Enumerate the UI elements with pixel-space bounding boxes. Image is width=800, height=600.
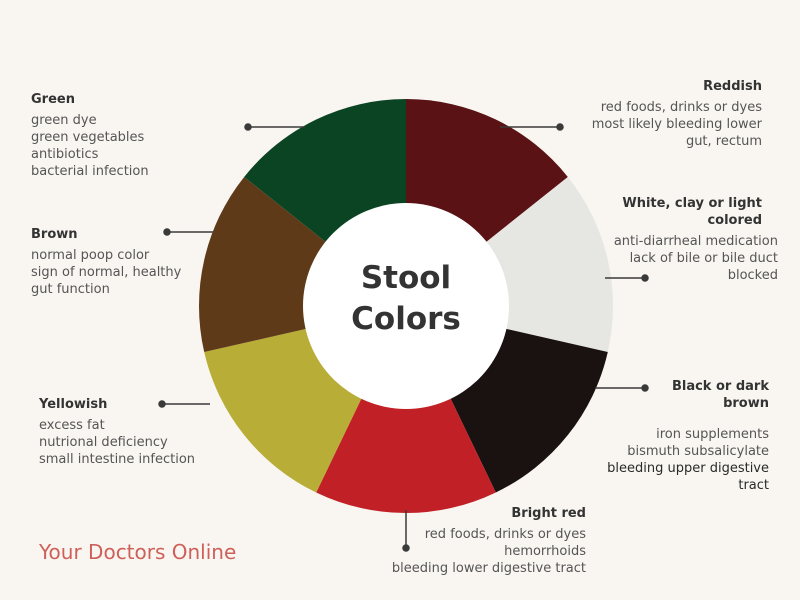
label-line: antibiotics [31,147,99,162]
label-title: Bright red [511,506,586,521]
label-line: gut, rectum [685,134,762,149]
label-line: gut function [31,282,110,297]
label-title: White, clay or light colored [622,196,762,228]
label-line: green vegetables [31,130,145,145]
center-title-line: Stool [360,260,452,296]
label-yellowish: Yellowish excess fat nutrional deficienc… [39,396,195,468]
label-line: tract [738,478,769,493]
label-title: Green [31,92,75,107]
label-white: White, clay or light colored anti-diarrh… [612,195,778,284]
label-brown: Brown normal poop color sign of normal, … [31,226,181,298]
label-black: Black or dark brown iron supplements bis… [607,378,769,494]
label-line: red foods, drinks or dyes [424,527,586,542]
label-title: Brown [31,227,78,242]
label-line: bleeding upper digestive [607,461,769,476]
label-line: most likely bleeding lower [591,117,762,132]
label-title: Reddish [703,79,762,94]
label-line: normal poop color [31,248,150,263]
leader-reddish [500,123,564,131]
label-title: Black or dark brown [671,379,769,411]
label-title: Yellowish [39,397,108,412]
leader-green [244,123,305,131]
segment-bright-red [316,306,496,513]
label-line: red foods, drinks or dyes [600,100,762,115]
label-line: anti-diarrheal medication [613,234,778,249]
center-title-line: Colors [351,301,461,337]
label-bright-red: Bright red red foods, drinks or dyes hem… [392,505,586,577]
leader-black [595,384,649,392]
label-green: Green green dye green vegetables antibio… [31,91,149,180]
label-line: excess fat [39,418,105,433]
leader-white [605,274,649,282]
label-line: lack of bile or bile duct [629,251,778,266]
label-line: nutrional deficiency [39,435,168,450]
brand-logo-text: Your Doctors Online [39,540,237,564]
label-line: blocked [727,268,778,283]
label-line: green dye [31,113,97,128]
label-line: hemorrhoids [504,544,586,559]
leader-yellowish [158,400,210,408]
label-line: bleeding lower digestive tract [391,561,586,576]
leader-brown [163,228,213,236]
label-line: small intestine infection [39,452,196,467]
center-title: Stool Colors [306,258,506,340]
label-line: bacterial infection [31,164,149,179]
label-line: iron supplements [656,427,769,442]
leader-bright-red [402,510,410,552]
label-line: sign of normal, healthy [31,265,182,280]
center-hole [303,203,509,409]
label-reddish: Reddish red foods, drinks or dyes most l… [592,78,762,150]
label-line: bismuth subsalicylate [627,444,769,459]
